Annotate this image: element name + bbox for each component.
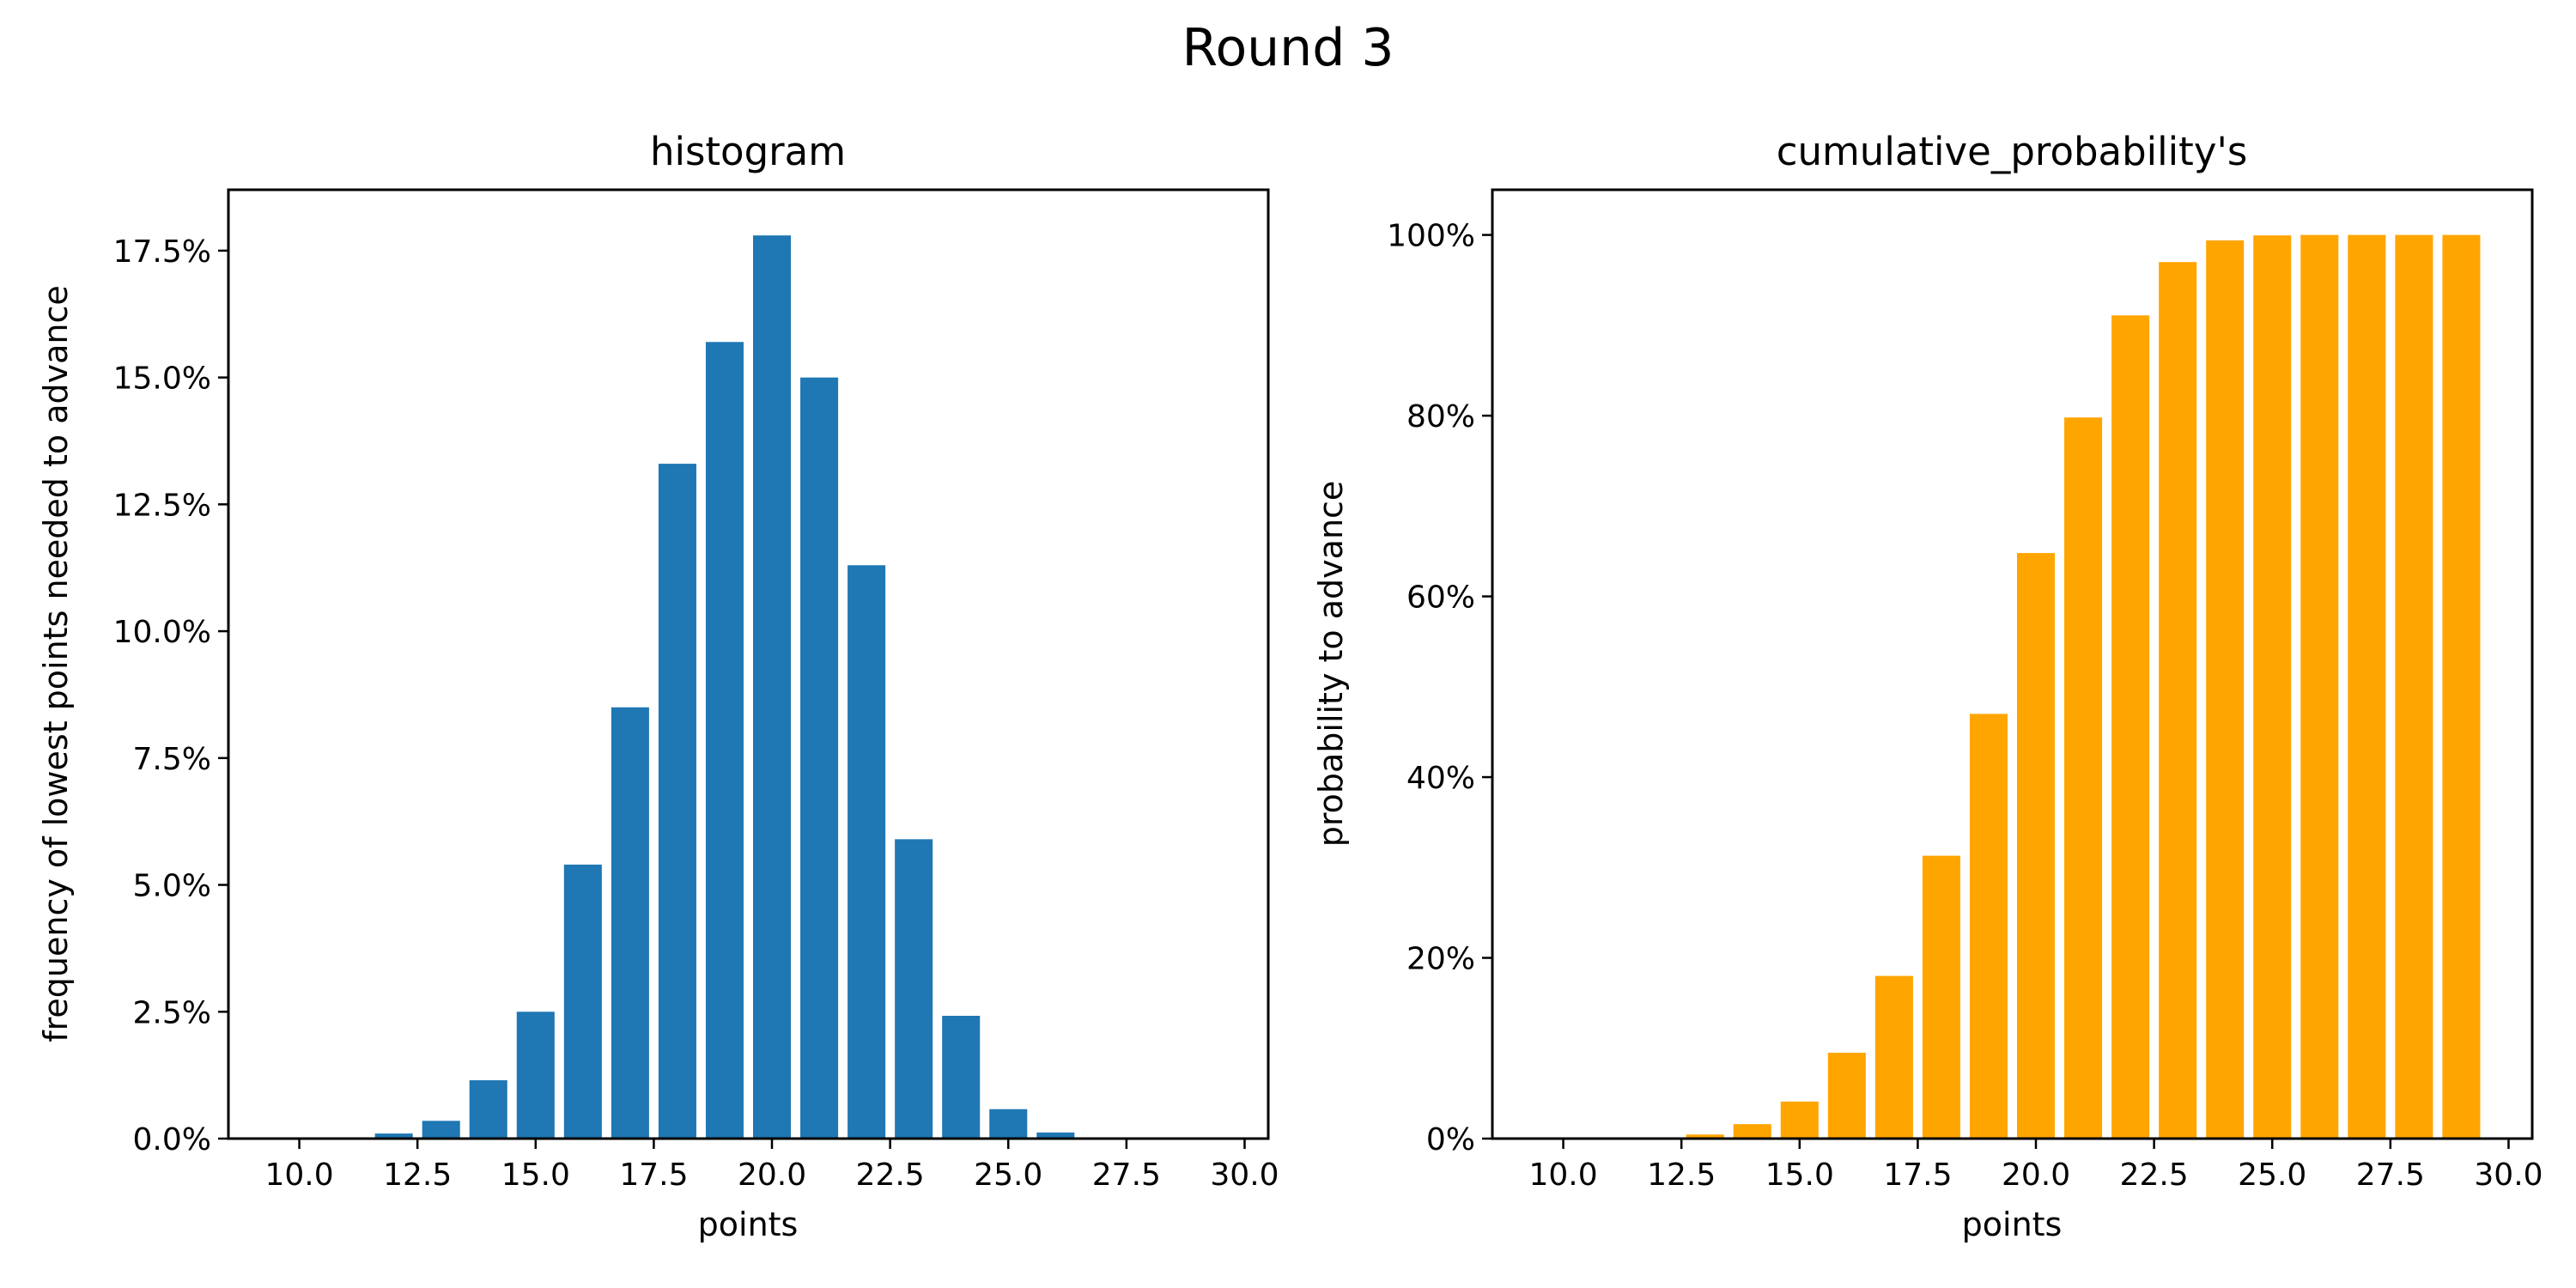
- cumulative-x-tick-label: 17.5: [1883, 1157, 1952, 1193]
- cumulative-y-tick-label: 0%: [1426, 1122, 1475, 1157]
- histogram-bar-12: [374, 1133, 413, 1139]
- cumulative-x-tick-label: 25.0: [2238, 1157, 2306, 1193]
- cumulative-x-tick-label: 27.5: [2356, 1157, 2425, 1193]
- cumulative-bar-14: [1733, 1124, 1771, 1139]
- cumulative-bar-28: [2395, 234, 2433, 1139]
- cumulative-plot-frame: [1491, 188, 2534, 1140]
- cumulative-x-axis-label: points: [1962, 1206, 2063, 1243]
- cumulative-bar-22: [2111, 315, 2150, 1139]
- histogram-y-tick-label: 12.5%: [113, 488, 211, 523]
- histogram-bar-17: [611, 707, 649, 1139]
- histogram-y-tick-label: 2.5%: [133, 995, 211, 1030]
- histogram-x-tick-label: 30.0: [1210, 1157, 1279, 1193]
- cumulative-y-tick-label: 60%: [1406, 580, 1475, 616]
- histogram-x-tick-label: 15.0: [501, 1157, 570, 1193]
- histogram-bar-23: [895, 839, 933, 1139]
- cumulative-bar-16: [1827, 1053, 1866, 1139]
- histogram-y-tick-label: 0.0%: [133, 1122, 211, 1157]
- histogram-title: histogram: [650, 129, 846, 174]
- cumulative-bar-29: [2442, 234, 2481, 1139]
- cumulative-y-ticks: 0% 20% 40% 60% 80% 100%: [1387, 219, 1492, 1157]
- cumulative-bar-24: [2206, 240, 2245, 1139]
- histogram-bars: [374, 235, 1122, 1139]
- histogram-bar-19: [705, 342, 744, 1139]
- histogram-x-ticks: 10.0 12.5 15.0 17.5 20.0 22.5 25.0 27.5 30.0: [264, 1139, 1279, 1193]
- cumulative-x-tick-label: 30.0: [2474, 1157, 2543, 1193]
- cumulative-x-tick-label: 10.0: [1528, 1157, 1597, 1193]
- histogram-x-tick-label: 25.0: [974, 1157, 1042, 1193]
- cumulative-bar-19: [1969, 714, 2008, 1139]
- histogram-x-tick-label: 20.0: [738, 1157, 806, 1193]
- cumulative-bar-26: [2300, 234, 2339, 1139]
- histogram-y-ticks: 0.0% 2.5% 5.0% 7.5% 10.0% 12.5% 15.0% 17.5%: [113, 234, 228, 1157]
- histogram-x-tick-label: 12.5: [383, 1157, 452, 1193]
- cumulative-bar-23: [2159, 262, 2197, 1139]
- cumulative-y-tick-label: 40%: [1406, 761, 1475, 796]
- cumulative-bar-15: [1780, 1101, 1819, 1139]
- histogram-y-tick-label: 7.5%: [133, 742, 211, 777]
- histogram-plot-frame: [227, 188, 1270, 1140]
- histogram-y-tick-label: 10.0%: [113, 615, 211, 650]
- cumulative-bar-17: [1874, 975, 1913, 1139]
- histogram-bar-24: [942, 1016, 981, 1139]
- histogram-panel: histogram 10.0 12.5 15.0 17.5 20.0 22.5 25.0 27…: [37, 129, 1279, 1243]
- cumulative-x-tick-label: 15.0: [1765, 1157, 1834, 1193]
- cumulative-y-tick-label: 80%: [1406, 399, 1475, 434]
- cumulative-bar-18: [1922, 855, 1960, 1139]
- histogram-bar-25: [989, 1109, 1028, 1139]
- histogram-y-axis-label: frequency of lowest points needed to adv…: [37, 285, 75, 1042]
- figure-title: Round 3: [1182, 18, 1394, 78]
- histogram-y-tick-label: 17.5%: [113, 234, 211, 270]
- histogram-bar-14: [469, 1080, 507, 1139]
- histogram-x-tick-label: 22.5: [856, 1157, 925, 1193]
- histogram-x-axis-label: points: [698, 1206, 799, 1243]
- cumulative-x-tick-label: 20.0: [2002, 1157, 2070, 1193]
- histogram-bar-20: [753, 235, 792, 1139]
- cumulative-bar-25: [2253, 235, 2292, 1139]
- histogram-bar-13: [422, 1121, 460, 1139]
- histogram-x-tick-label: 17.5: [619, 1157, 688, 1193]
- cumulative-title: cumulative_probability's: [1777, 129, 2248, 174]
- cumulative-panel: cumulative_probability's 10.0 12.5 15.0 17.…: [1312, 129, 2543, 1243]
- cumulative-y-tick-label: 20%: [1406, 942, 1475, 977]
- cumulative-bars: [1638, 234, 2481, 1139]
- histogram-bar-22: [848, 565, 886, 1139]
- cumulative-y-tick-label: 100%: [1387, 219, 1475, 254]
- histogram-bar-16: [563, 864, 602, 1139]
- histogram-bar-21: [800, 377, 839, 1139]
- cumulative-bar-27: [2348, 234, 2386, 1139]
- histogram-y-tick-label: 15.0%: [113, 361, 211, 397]
- histogram-bar-15: [516, 1012, 555, 1139]
- cumulative-x-tick-label: 22.5: [2120, 1157, 2189, 1193]
- cumulative-bar-21: [2064, 417, 2103, 1139]
- cumulative-x-tick-label: 12.5: [1647, 1157, 1716, 1193]
- cumulative-bar-13: [1686, 1134, 1724, 1139]
- histogram-x-tick-label: 27.5: [1092, 1157, 1161, 1193]
- cumulative-y-axis-label: probability to advance: [1312, 481, 1350, 848]
- cumulative-bar-20: [2017, 553, 2056, 1139]
- cumulative-x-ticks: 10.0 12.5 15.0 17.5 20.0 22.5 25.0 27.5 30.0: [1528, 1139, 2543, 1193]
- histogram-bar-26: [1036, 1132, 1075, 1139]
- histogram-bar-18: [658, 464, 696, 1139]
- histogram-x-tick-label: 10.0: [264, 1157, 333, 1193]
- histogram-y-tick-label: 5.0%: [133, 869, 211, 904]
